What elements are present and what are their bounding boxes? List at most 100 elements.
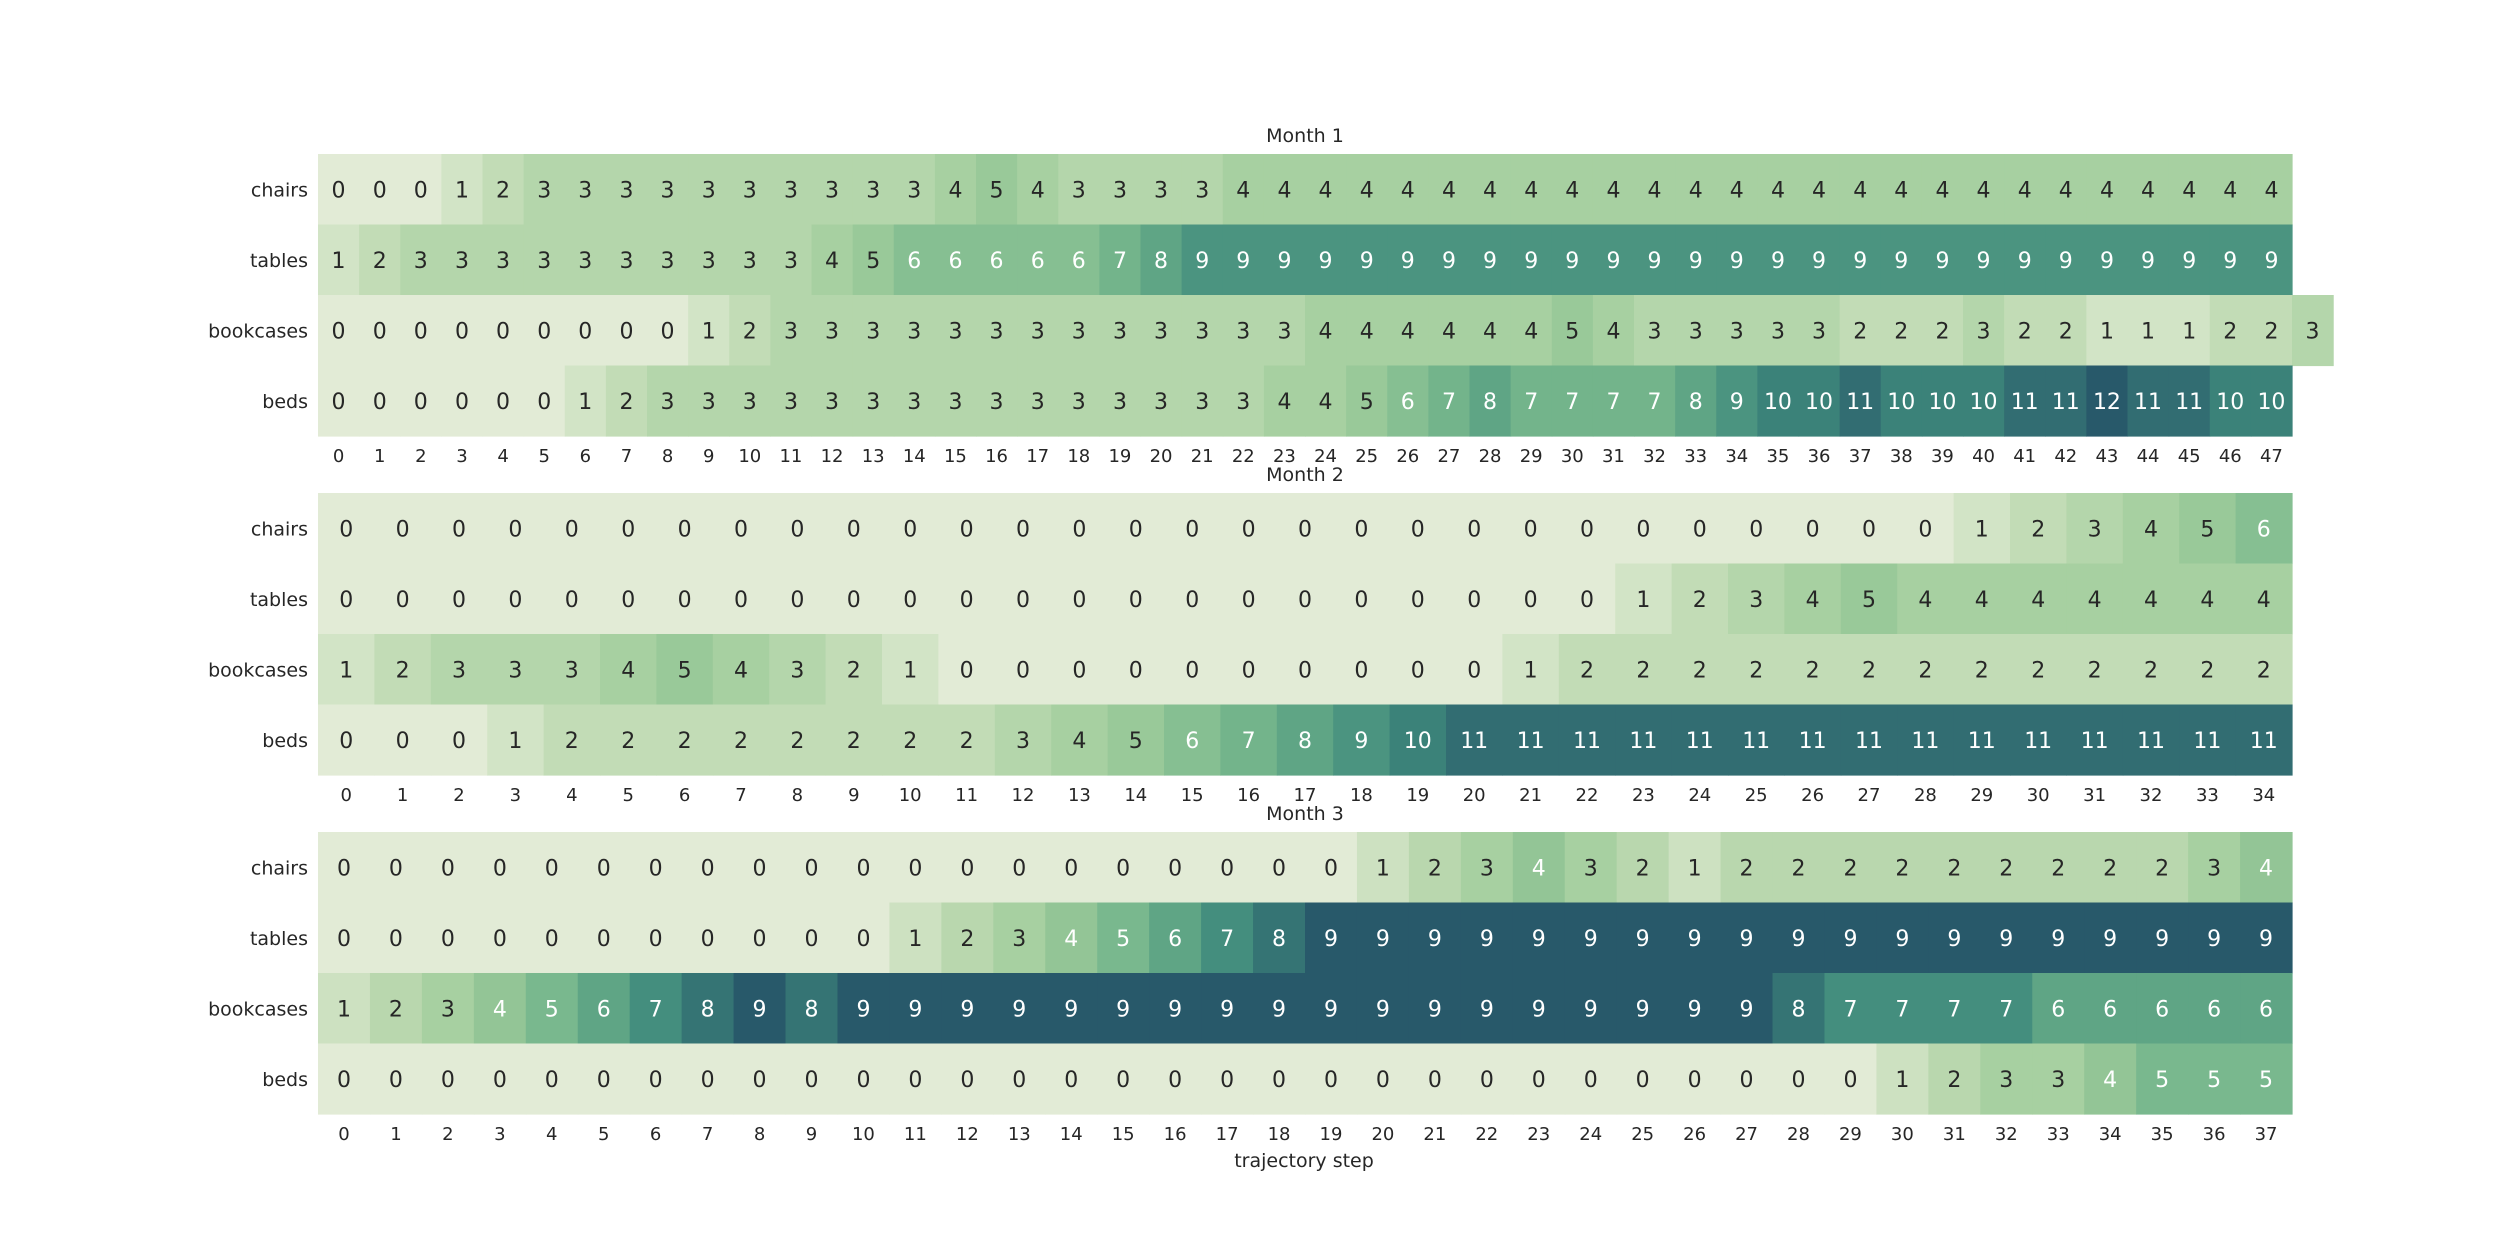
heatmap-cell bbox=[1880, 295, 1923, 367]
cell-value-label: 4 bbox=[1360, 319, 1374, 344]
heatmap-cell bbox=[1720, 902, 1774, 974]
heatmap-cell bbox=[1107, 704, 1165, 776]
cell-value-label: 0 bbox=[597, 856, 611, 881]
cell-value-label: 2 bbox=[2031, 517, 2045, 542]
x-tick-label: 18 bbox=[1350, 785, 1373, 806]
heatmap-cell bbox=[1798, 224, 1841, 296]
x-tick-label: 16 bbox=[985, 446, 1008, 467]
heatmap-cell bbox=[1824, 832, 1878, 904]
cell-value-label: 4 bbox=[2031, 588, 2045, 613]
cell-value-label: 0 bbox=[1428, 1068, 1442, 1093]
heatmap-cell bbox=[2235, 563, 2293, 635]
x-tick-label: 29 bbox=[1839, 1124, 1862, 1145]
heatmap-cell bbox=[1616, 902, 1670, 974]
x-tick-label: 5 bbox=[622, 785, 633, 806]
cell-value-label: 7 bbox=[1524, 390, 1538, 415]
heatmap-cell bbox=[2168, 154, 2211, 226]
heatmap-cell bbox=[1333, 634, 1391, 706]
heatmap-cell bbox=[473, 1043, 527, 1115]
cell-value-label: 11 bbox=[1911, 729, 1939, 754]
heatmap-cell bbox=[811, 224, 854, 296]
x-tick-label: 5 bbox=[538, 446, 549, 467]
cell-value-label: 3 bbox=[661, 390, 675, 415]
cell-value-label: 3 bbox=[619, 178, 633, 203]
cell-value-label: 0 bbox=[441, 1068, 455, 1093]
heatmap-cell bbox=[1164, 634, 1221, 706]
cell-value-label: 0 bbox=[701, 856, 715, 881]
heatmap-cell bbox=[1564, 832, 1618, 904]
cell-value-label: 10 bbox=[1928, 390, 1956, 415]
cell-value-label: 0 bbox=[1242, 588, 1256, 613]
cell-value-label: 3 bbox=[1236, 319, 1250, 344]
heatmap-cell bbox=[2010, 493, 2067, 565]
heatmap-cell bbox=[889, 973, 942, 1045]
x-tick-label: 13 bbox=[862, 446, 885, 467]
heatmap-cell bbox=[1784, 634, 1842, 706]
cell-value-label: 0 bbox=[1467, 658, 1481, 683]
heatmap-cell bbox=[1107, 493, 1165, 565]
x-tick-label: 8 bbox=[754, 1124, 765, 1145]
x-tick-label: 24 bbox=[1579, 1124, 1602, 1145]
cell-value-label: 0 bbox=[578, 319, 592, 344]
heatmap-cell bbox=[688, 295, 730, 367]
cell-value-label: 2 bbox=[2031, 658, 2045, 683]
cell-value-label: 6 bbox=[1185, 729, 1199, 754]
heatmap-cell bbox=[1502, 493, 1560, 565]
heatmap-cell bbox=[1460, 902, 1514, 974]
cell-value-label: 2 bbox=[2088, 658, 2102, 683]
heatmap-cell bbox=[1140, 365, 1183, 437]
cell-value-label: 0 bbox=[545, 1068, 559, 1093]
cell-value-label: 0 bbox=[753, 856, 767, 881]
cell-value-label: 0 bbox=[790, 517, 804, 542]
heatmap-cell bbox=[934, 295, 977, 367]
cell-value-label: 0 bbox=[1524, 588, 1538, 613]
cell-value-label: 9 bbox=[1606, 249, 1620, 274]
heatmap-cell bbox=[1387, 224, 1429, 296]
cell-value-label: 1 bbox=[1376, 856, 1390, 881]
heatmap-cell bbox=[1616, 1043, 1670, 1115]
heatmap-cell bbox=[1253, 902, 1306, 974]
heatmap-cell bbox=[1671, 563, 1729, 635]
heatmap-cell bbox=[605, 365, 648, 437]
cell-value-label: 3 bbox=[1113, 390, 1127, 415]
cell-value-label: 3 bbox=[1072, 319, 1086, 344]
cell-value-label: 2 bbox=[1975, 658, 1989, 683]
heatmap-cell bbox=[1880, 224, 1923, 296]
heatmap-cell bbox=[1253, 1043, 1306, 1115]
heatmap-cell bbox=[1728, 634, 1785, 706]
heatmap-cell bbox=[2045, 365, 2087, 437]
cell-value-label: 0 bbox=[337, 856, 351, 881]
cell-value-label: 0 bbox=[701, 1068, 715, 1093]
x-tick-label: 33 bbox=[2047, 1124, 2070, 1145]
heatmap-cell bbox=[629, 973, 683, 1045]
cell-value-label: 3 bbox=[508, 658, 522, 683]
heatmap-cell bbox=[825, 493, 883, 565]
cell-value-label: 3 bbox=[1195, 390, 1209, 415]
cell-value-label: 4 bbox=[2182, 178, 2196, 203]
heatmap-cell bbox=[1051, 563, 1109, 635]
heatmap-cell bbox=[1356, 832, 1410, 904]
heatmap-cell bbox=[1558, 493, 1616, 565]
cell-value-label: 0 bbox=[1749, 517, 1763, 542]
cell-value-label: 10 bbox=[2216, 390, 2244, 415]
cell-value-label: 5 bbox=[545, 997, 559, 1022]
cell-value-label: 9 bbox=[908, 997, 922, 1022]
cell-value-label: 0 bbox=[678, 588, 692, 613]
x-tick-label: 7 bbox=[735, 785, 746, 806]
cell-value-label: 0 bbox=[339, 588, 353, 613]
x-tick-label: 10 bbox=[852, 1124, 875, 1145]
x-axis-label: trajectory step bbox=[1234, 1150, 1374, 1172]
heatmap-cell bbox=[934, 365, 977, 437]
x-tick-label: 45 bbox=[2178, 446, 2201, 467]
cell-value-label: 2 bbox=[847, 729, 861, 754]
cell-value-label: 7 bbox=[1220, 927, 1234, 952]
cell-value-label: 3 bbox=[1154, 390, 1168, 415]
x-tick-label: 18 bbox=[1067, 446, 1090, 467]
cell-value-label: 2 bbox=[619, 390, 633, 415]
x-tick-label: 41 bbox=[2013, 446, 2036, 467]
cell-value-label: 1 bbox=[702, 319, 716, 344]
x-tick-label: 22 bbox=[1232, 446, 1255, 467]
cell-value-label: 9 bbox=[1428, 997, 1442, 1022]
cell-value-label: 4 bbox=[1401, 319, 1415, 344]
heatmap-cell bbox=[1305, 973, 1358, 1045]
